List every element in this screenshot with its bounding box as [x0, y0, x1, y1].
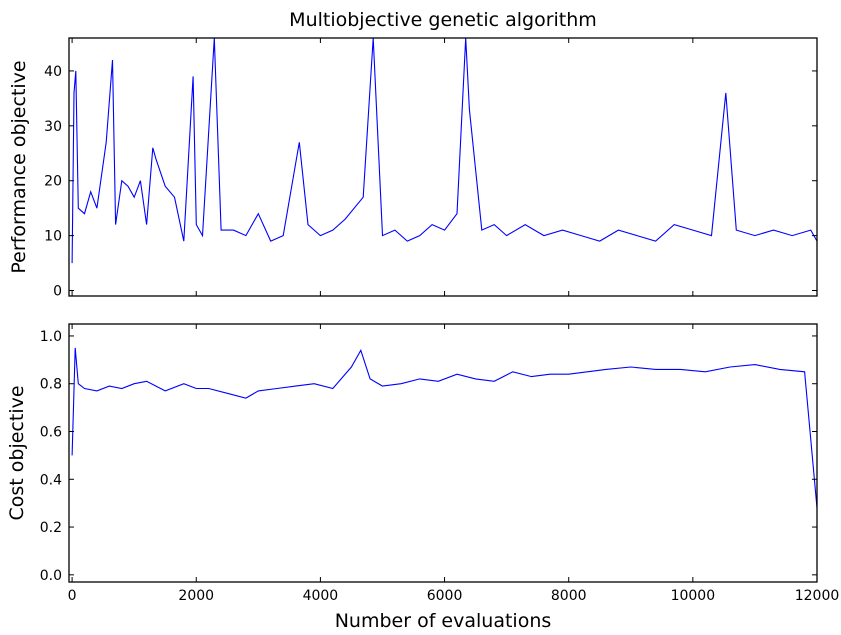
cost-x-tick-label: 2000 — [178, 588, 214, 604]
performance-y-tick-label: 30 — [44, 119, 62, 135]
cost-y-tick-label: 0.8 — [40, 377, 62, 393]
cost-y-tick-label: 0.0 — [40, 568, 62, 584]
cost-y-tick-label: 1.0 — [40, 329, 62, 345]
cost-x-tick-label: 10000 — [671, 588, 716, 604]
cost-x-tick-label: 0 — [68, 588, 77, 604]
cost-x-tick-label: 6000 — [427, 588, 463, 604]
cost-axis-label: Cost objective — [6, 385, 28, 520]
cost-x-tick-label: 4000 — [303, 588, 339, 604]
cost-x-tick-label: 8000 — [551, 588, 587, 604]
cost-x-tick-label: 12000 — [795, 588, 840, 604]
cost-panel: 0 2000 4000 6000 8000 10000 12000 0.0 0.2 0.4 0.6 0… — [40, 323, 840, 604]
performance-series-line — [71, 37, 818, 264]
performance-y-tick-label: 0 — [53, 284, 62, 300]
performance-panel: 0 10 20 30 40 — [44, 37, 818, 300]
performance-axis-label: Performance objective — [8, 60, 30, 273]
performance-y-tick-label: 20 — [44, 174, 62, 190]
chart-title: Multiobjective genetic algorithm — [289, 9, 597, 31]
cost-y-tick-label: 0.4 — [40, 472, 62, 488]
performance-plot-frame — [68, 37, 818, 297]
evaluations-axis-label: Number of evaluations — [335, 610, 552, 631]
cost-y-tick-label: 0.6 — [40, 425, 62, 441]
performance-y-tick-label: 10 — [44, 229, 62, 245]
cost-plot-frame — [68, 323, 818, 583]
performance-y-tick-label: 40 — [44, 64, 62, 80]
cost-series-line — [71, 347, 818, 508]
cost-y-tick-label: 0.2 — [40, 520, 62, 536]
